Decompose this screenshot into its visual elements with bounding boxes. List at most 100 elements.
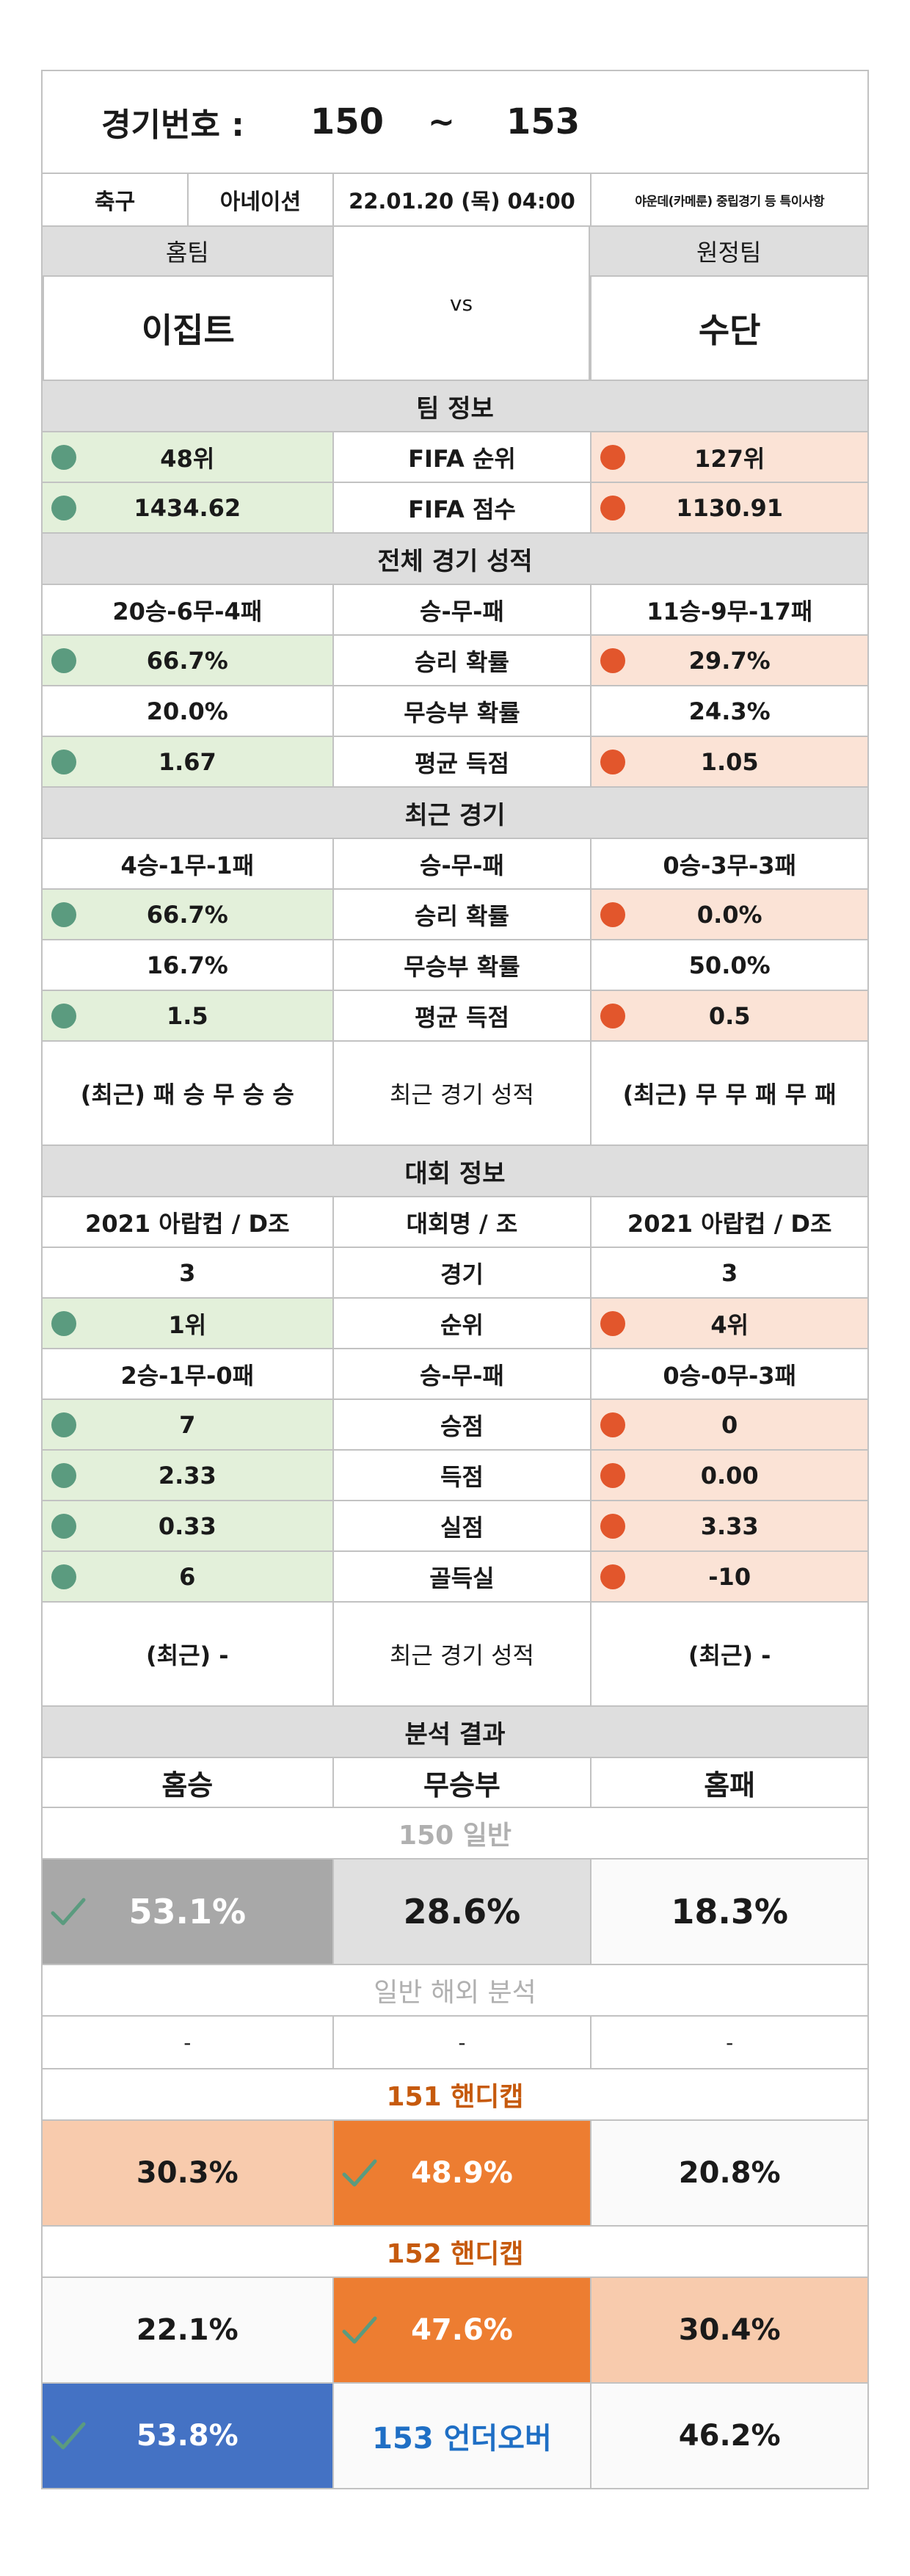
stat-label: 무승부 확률 [332,940,591,990]
red-dot-icon [600,1513,626,1539]
away-value: 1.05 [590,737,867,786]
general-title: 150 일반 [43,1808,867,1858]
red-dot-icon [600,749,626,774]
overseas-row: - - - [43,2017,867,2069]
stat-row: 6 골득실 -10 [43,1552,867,1603]
stat-label: 경기 [332,1248,591,1297]
stat-label: 승리 확률 [332,636,591,685]
away-value: 0승-3무-3패 [590,839,867,888]
h151-loss: 20.8% [590,2121,867,2225]
stat-row: 1434.62 FIFA 점수 1130.91 [43,483,867,534]
green-dot-icon [51,647,76,673]
overseas-title: 일반 해외 분석 [43,1965,867,2015]
stat-row: 1위 순위 4위 [43,1299,867,1349]
stat-row: 1.67 평균 득점 1.05 [43,737,867,788]
general-draw: 28.6% [332,1860,591,1964]
home-team-name: 이집트 [43,277,332,380]
recent-form-row: (최근) 패 승 무 승 승 최근 경기 성적 (최근) 무 무 패 무 패 [43,1042,867,1146]
check-icon [342,2316,377,2344]
away-value: 0 [590,1400,867,1449]
green-dot-icon [51,495,76,520]
stat-label: 승-무-패 [332,1349,591,1398]
home-value: 2021 아랍컵 / D조 [43,1197,332,1247]
home-value: 6 [43,1552,332,1601]
h151-win: 30.3% [43,2121,332,2225]
green-dot-icon [51,1412,76,1437]
handicap-151-title: 151 핸디캡 [43,2069,867,2119]
ou153-under: 46.2% [590,2384,867,2488]
green-dot-icon [51,444,76,470]
match-number-end: 153 [506,101,580,142]
home-value: 20.0% [43,686,332,736]
tournament-form-row: (최근) - 최근 경기 성적 (최근) - [43,1603,867,1707]
away-value: 3 [590,1248,867,1297]
green-dot-icon [51,749,76,774]
red-dot-icon [600,901,626,927]
away-team-name: 수단 [590,277,868,380]
handicap-152-title: 152 핸디캡 [43,2227,867,2276]
stat-label: 득점 [332,1451,591,1500]
h151-draw: 48.9% [332,2121,591,2225]
stat-row: 20.0% 무승부 확률 24.3% [43,686,867,737]
stat-row: 1.5 평균 득점 0.5 [43,991,867,1042]
away-value: 2021 아랍컵 / D조 [590,1197,867,1247]
section-recent: 최근 경기 [43,788,867,838]
section-team-info: 팀 정보 [43,381,867,431]
home-value: 1.67 [43,737,332,786]
match-sheet: 경기번호 : 150 ~ 153 축구 아네이션 22.01.20 (목) 04… [41,70,869,2489]
match-number-start: 150 [310,101,385,142]
stat-label: FIFA 점수 [332,483,591,532]
red-dot-icon [600,444,626,470]
green-dot-icon [51,1462,76,1488]
green-dot-icon [51,1564,76,1589]
info-row: 축구 아네이션 22.01.20 (목) 04:00 야운데(카메룬) 중립경기… [43,174,867,227]
away-value: 3.33 [590,1501,867,1550]
league-cell: 아네이션 [187,174,332,225]
section-analysis: 분석 결과 [43,1707,867,1757]
stat-label: 무승부 확률 [332,686,591,736]
away-value: 50.0% [590,940,867,990]
teams-block: 홈팀 이집트 vs 원정팀 수단 [43,227,868,381]
general-loss: 18.3% [590,1860,867,1964]
away-value: 0.0% [590,890,867,939]
stat-label: 승리 확률 [332,890,591,939]
overseas-win: - [43,2017,332,2068]
green-dot-icon [51,1310,76,1336]
away-value: 0.00 [590,1451,867,1500]
stat-label: 순위 [332,1299,591,1348]
check-icon [342,2159,377,2187]
page-title: 경기번호 : 150 ~ 153 [43,71,867,173]
stat-row: 48위 FIFA 순위 127위 [43,432,867,483]
handicap-152-row: 22.1% 47.6% 30.4% [43,2278,867,2384]
green-dot-icon [51,1003,76,1028]
handicap-151-row: 30.3% 48.9% 20.8% [43,2121,867,2227]
red-dot-icon [600,1003,626,1028]
away-recent-form: (최근) 무 무 패 무 패 [590,1042,867,1144]
h152-win: 22.1% [43,2278,332,2382]
home-value: 4승-1무-1패 [43,839,332,888]
home-value: 7 [43,1400,332,1449]
stat-label: 실점 [332,1501,591,1550]
note-cell: 야운데(카메룬) 중립경기 등 특이사항 [590,174,867,225]
stat-row: 2.33 득점 0.00 [43,1451,867,1501]
away-value: 29.7% [590,636,867,685]
green-dot-icon [51,1513,76,1539]
stat-label: 승-무-패 [332,585,591,634]
home-value: 66.7% [43,636,332,685]
away-team-label: 원정팀 [590,227,868,277]
stat-row: 20승-6무-4패 승-무-패 11승-9무-17패 [43,585,867,636]
home-recent-form: (최근) 패 승 무 승 승 [43,1042,332,1144]
recent-form-label: 최근 경기 성적 [332,1042,591,1144]
home-value: 48위 [43,432,332,482]
stat-label: 승-무-패 [332,839,591,888]
general-win: 53.1% [43,1860,332,1964]
stat-row: 66.7% 승리 확률 29.7% [43,636,867,686]
home-value: 1.5 [43,991,332,1040]
vs-label: vs [332,227,591,380]
tournament-form-label: 최근 경기 성적 [332,1603,591,1705]
stat-row: 2021 아랍컵 / D조 대회명 / 조 2021 아랍컵 / D조 [43,1197,867,1248]
red-dot-icon [600,1412,626,1437]
col-home-loss: 홈패 [590,1758,867,1807]
red-dot-icon [600,1310,626,1336]
h152-loss: 30.4% [590,2278,867,2382]
